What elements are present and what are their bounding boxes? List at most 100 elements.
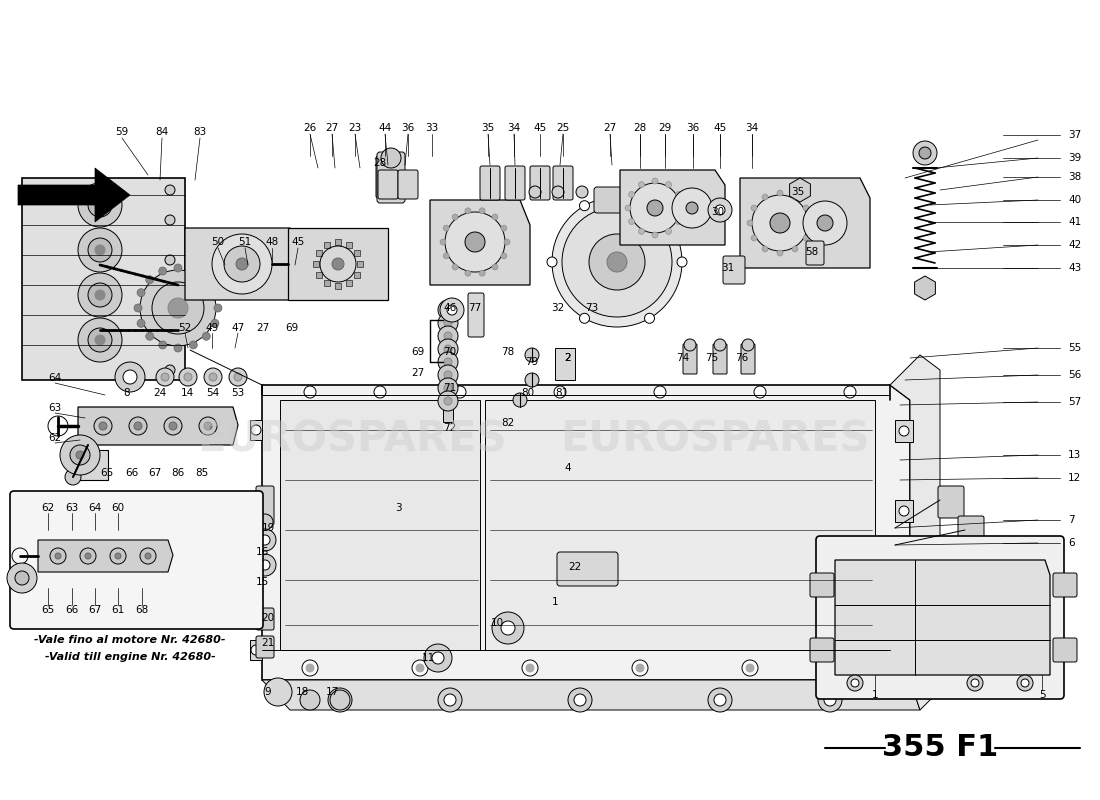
- Text: 80: 80: [521, 388, 535, 398]
- Circle shape: [803, 201, 847, 245]
- Polygon shape: [556, 348, 575, 380]
- Text: 86: 86: [172, 468, 185, 478]
- Circle shape: [78, 183, 122, 227]
- Circle shape: [438, 378, 458, 398]
- Circle shape: [209, 373, 217, 381]
- Text: 5: 5: [1038, 690, 1045, 700]
- Text: 48: 48: [265, 237, 278, 247]
- Circle shape: [78, 318, 122, 362]
- Circle shape: [742, 339, 754, 351]
- Circle shape: [438, 326, 458, 346]
- Circle shape: [99, 422, 107, 430]
- Text: 34: 34: [507, 123, 520, 133]
- Circle shape: [78, 228, 122, 272]
- Circle shape: [95, 335, 104, 345]
- Circle shape: [522, 660, 538, 676]
- Text: 37: 37: [1068, 130, 1081, 140]
- Polygon shape: [18, 168, 130, 222]
- Circle shape: [847, 675, 864, 691]
- Text: 21: 21: [262, 638, 275, 648]
- Circle shape: [751, 235, 757, 241]
- Text: 63: 63: [48, 403, 62, 413]
- Circle shape: [165, 365, 175, 375]
- Text: 28: 28: [373, 158, 386, 168]
- FancyBboxPatch shape: [1053, 573, 1077, 597]
- Text: 36: 36: [686, 123, 700, 133]
- Circle shape: [94, 417, 112, 435]
- Bar: [346, 280, 352, 286]
- Circle shape: [715, 205, 725, 215]
- FancyBboxPatch shape: [810, 573, 834, 597]
- Circle shape: [762, 246, 768, 252]
- Circle shape: [913, 141, 937, 165]
- Polygon shape: [430, 200, 530, 285]
- Circle shape: [116, 553, 121, 559]
- Circle shape: [465, 208, 471, 214]
- Circle shape: [334, 694, 346, 706]
- Polygon shape: [78, 407, 238, 445]
- Bar: [895, 500, 913, 522]
- Text: 20: 20: [262, 613, 275, 623]
- Text: 17: 17: [326, 687, 339, 697]
- Text: 51: 51: [239, 237, 252, 247]
- Circle shape: [652, 232, 658, 238]
- FancyBboxPatch shape: [723, 256, 745, 284]
- Circle shape: [770, 213, 790, 233]
- Text: 56: 56: [1068, 370, 1081, 380]
- Circle shape: [211, 319, 219, 327]
- Text: 27: 27: [326, 123, 339, 133]
- Circle shape: [675, 218, 681, 225]
- Text: 64: 64: [88, 503, 101, 513]
- Circle shape: [666, 228, 671, 234]
- Circle shape: [525, 373, 539, 387]
- Circle shape: [214, 304, 222, 312]
- Circle shape: [447, 305, 456, 315]
- Circle shape: [654, 386, 666, 398]
- Circle shape: [165, 185, 175, 195]
- Circle shape: [95, 245, 104, 255]
- Text: EUROSPARES: EUROSPARES: [197, 419, 507, 461]
- Text: 3: 3: [395, 503, 402, 513]
- Circle shape: [552, 186, 564, 198]
- Text: 1: 1: [871, 690, 878, 700]
- Circle shape: [580, 314, 590, 323]
- Circle shape: [777, 250, 783, 256]
- Circle shape: [134, 422, 142, 430]
- Circle shape: [179, 368, 197, 386]
- Text: 35: 35: [791, 187, 804, 197]
- Bar: [354, 250, 360, 256]
- Bar: [354, 272, 360, 278]
- Circle shape: [158, 341, 167, 349]
- FancyBboxPatch shape: [10, 491, 263, 629]
- Circle shape: [257, 514, 273, 530]
- Text: -Vale fino al motore Nr. 42680-: -Vale fino al motore Nr. 42680-: [34, 635, 225, 645]
- Text: 63: 63: [65, 503, 78, 513]
- Bar: [250, 500, 262, 520]
- Text: 15: 15: [255, 577, 268, 587]
- FancyBboxPatch shape: [553, 166, 573, 200]
- Circle shape: [165, 255, 175, 265]
- FancyBboxPatch shape: [594, 187, 640, 213]
- Text: 13: 13: [1068, 450, 1081, 460]
- Text: 16: 16: [255, 547, 268, 557]
- Circle shape: [15, 571, 29, 585]
- Polygon shape: [914, 276, 935, 300]
- Circle shape: [574, 694, 586, 706]
- Circle shape: [777, 190, 783, 196]
- Circle shape: [554, 386, 566, 398]
- Circle shape: [676, 257, 688, 267]
- Circle shape: [260, 560, 270, 570]
- Circle shape: [444, 371, 452, 379]
- Circle shape: [645, 201, 654, 210]
- Polygon shape: [262, 385, 910, 680]
- Text: 57: 57: [1068, 397, 1081, 407]
- Bar: [895, 580, 913, 602]
- Circle shape: [204, 422, 212, 430]
- Text: 47: 47: [231, 323, 244, 333]
- Circle shape: [438, 688, 462, 712]
- Circle shape: [50, 548, 66, 564]
- Circle shape: [568, 688, 592, 712]
- Circle shape: [416, 664, 424, 672]
- FancyBboxPatch shape: [398, 170, 418, 199]
- Circle shape: [647, 200, 663, 216]
